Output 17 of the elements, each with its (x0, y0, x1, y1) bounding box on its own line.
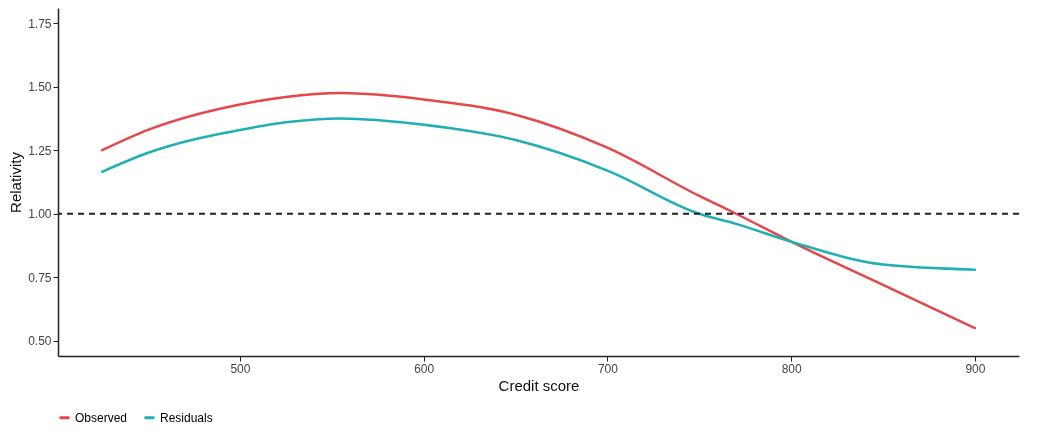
y-tick-label: 1.00 (28, 207, 52, 222)
y-tick-label: 1.75 (28, 16, 52, 31)
x-tick-label: 700 (597, 361, 619, 376)
x-tick-label: 500 (230, 361, 251, 376)
x-tick-label: 600 (414, 361, 435, 376)
x-tick-label: 900 (965, 361, 986, 376)
line-series (100, 91, 977, 330)
line-series (100, 117, 977, 271)
x-tick-label: 800 (781, 361, 802, 376)
y-tick-label: 1.50 (28, 80, 52, 95)
x-axis-title: Credit score (498, 376, 580, 394)
y-tick-label: 0.50 (28, 334, 52, 349)
legend-label: Observed (75, 410, 128, 425)
y-tick-label: 0.75 (28, 270, 52, 285)
legend-label: Residuals (160, 410, 213, 425)
y-tick-label: 1.25 (28, 143, 52, 158)
y-axis-title: Relativity (7, 151, 25, 213)
